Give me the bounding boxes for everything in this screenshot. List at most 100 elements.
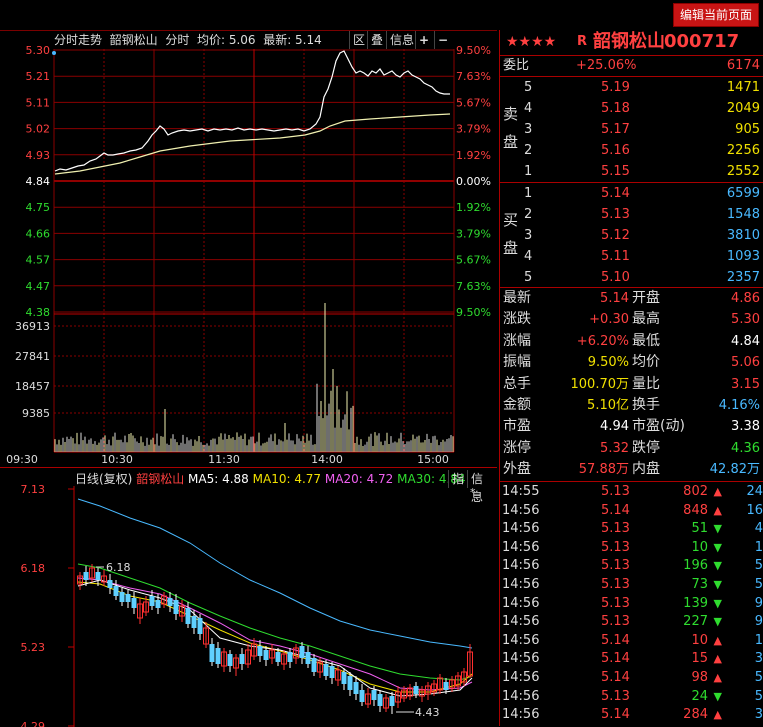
candle-body-down (173, 600, 179, 614)
tick-price: 5.13 (601, 688, 630, 704)
stat-label: 外盘 (503, 461, 531, 478)
sell-volume: 905 (735, 122, 760, 137)
tick-volume: 98 (691, 670, 708, 685)
sell-level-row: 1 5.15 2552 (500, 161, 763, 182)
weibi-label: 委比 (503, 58, 530, 73)
sell-price: 5.19 (601, 80, 630, 95)
tick-row[interactable]: 14:56 5.14 98 ▲ 5 (500, 669, 763, 687)
volume-tick-label: 36913 (15, 320, 50, 333)
zoom-out-button[interactable]: − (434, 31, 451, 49)
candle-body-up (401, 689, 407, 699)
tick-volume: 10 (691, 539, 708, 555)
intraday-mode-label: 分时 (165, 33, 190, 47)
candle-body-down (197, 618, 203, 634)
tick-volume: 15 (691, 651, 708, 667)
intraday-stock-name: 韶钢松山 (109, 33, 158, 47)
candle-body-up (437, 677, 443, 691)
candle-body-down (83, 572, 89, 580)
stat-label: 换手 (632, 397, 660, 413)
price-tick-label: 4.84 (26, 175, 51, 188)
candle-body-down (305, 652, 311, 664)
candle-body-up (245, 649, 251, 665)
candle-body-down (209, 644, 215, 662)
stat-value: 4.94 (600, 419, 629, 435)
candle-body-down (443, 682, 449, 690)
stats-row: 涨幅 +6.20% 最低 4.84 (500, 331, 763, 352)
candle-body-down (167, 598, 173, 606)
candle-body-up (461, 671, 467, 683)
edit-page-button[interactable]: 编辑当前页面 (672, 3, 759, 27)
kline-star: * (470, 486, 476, 499)
buy-level-row: 2 5.13 1548 (500, 204, 763, 225)
candle-body-up (407, 687, 413, 697)
tick-time: 14:56 (502, 707, 540, 723)
quote-panel: ★★★★ R 韶钢松山 000717 委比 +25.06% 6174 卖盘 5 5.… (499, 30, 763, 726)
ma20-line (77, 577, 473, 691)
start-marker (52, 51, 56, 55)
sell-volume: 1471 (726, 80, 760, 95)
candle-body-up (293, 647, 299, 659)
tick-time: 14:56 (502, 558, 540, 574)
ma30-line (77, 563, 473, 681)
candle-body-down (119, 592, 125, 602)
buy-volume: 2357 (726, 270, 760, 285)
weibi-diff: 6174 (726, 58, 760, 73)
pct-tick-label: 7.63% (456, 280, 491, 293)
tick-price: 5.14 (601, 707, 630, 723)
buy-volume: 1093 (726, 249, 760, 264)
tick-row[interactable]: 14:56 5.13 139 ▼ 9 (500, 595, 763, 613)
sell-volume: 2256 (726, 143, 760, 158)
stat-label: 跌停 (632, 439, 660, 456)
weibi-row: 委比 +25.06% 6174 (500, 55, 763, 76)
tick-count: 5 (754, 577, 763, 592)
indicator-button[interactable]: 指 (448, 470, 467, 488)
stat-value: 4.84 (731, 333, 760, 349)
time-tick-label: 10:30 (101, 453, 133, 466)
stat-value: 57.88万 (578, 462, 629, 478)
kline-chart[interactable]: 7.13 6.18 5.23 4.29 * 6.18 4.43 日线(复权) 韶钢松山 MA… (0, 467, 497, 727)
intraday-chart[interactable]: 5.30 9.50% 5.21 7.63% 5.11 5.67% 5.02 3.79% 4.93… (0, 30, 497, 467)
zoom-in-button[interactable]: + (415, 31, 432, 49)
qu-button[interactable]: 区 (349, 31, 368, 49)
tick-row[interactable]: 14:56 5.14 848 ▲ 16 (500, 502, 763, 520)
stats-row: 市盈 4.94 市盈(动) 3.38 (500, 416, 763, 437)
tick-row[interactable]: 14:56 5.14 284 ▲ 3 (500, 706, 763, 724)
tick-row[interactable]: 14:56 5.13 73 ▼ 5 (500, 576, 763, 594)
tick-time: 14:56 (502, 502, 540, 518)
tick-row[interactable]: 14:55 5.13 802 ▲ 24 (500, 483, 763, 501)
tick-price: 5.13 (601, 577, 630, 592)
tick-row[interactable]: 14:56 5.13 10 ▼ 1 (500, 539, 763, 557)
sell-level: 1 (524, 164, 533, 179)
sell-volume: 2049 (726, 101, 760, 116)
stat-label: 金额 (503, 397, 531, 413)
stat-value: +6.20% (576, 333, 629, 349)
stat-label: 最高 (632, 311, 660, 328)
buy-level-row: 3 5.12 3810 (500, 225, 763, 246)
intraday-avg-label: 均价: 5.06 (196, 33, 256, 47)
tick-row[interactable]: 14:56 5.14 15 ▲ 3 (500, 650, 763, 668)
tick-row[interactable]: 14:56 5.13 196 ▼ 5 (500, 557, 763, 575)
time-tick-label: 14:00 (311, 453, 343, 466)
tick-row[interactable]: 14:56 5.13 227 ▼ 9 (500, 613, 763, 631)
candle-body-up (431, 683, 437, 693)
sell-level: 4 (524, 101, 533, 116)
info-button[interactable]: 信息 (386, 31, 417, 49)
tick-row[interactable]: 14:56 5.13 51 ▼ 4 (500, 520, 763, 538)
overlay-button[interactable]: 叠 (367, 31, 386, 49)
r-badge: R (577, 34, 588, 49)
candle-body-down (329, 666, 335, 678)
up-arrow-icon: ▲ (713, 652, 722, 666)
tick-row[interactable]: 14:56 5.14 10 ▲ 1 (500, 632, 763, 650)
buy-price: 5.12 (601, 228, 630, 243)
kline-info-button[interactable]: 信息 (467, 470, 497, 504)
tick-time: 14:56 (502, 632, 540, 648)
candle-body-down (389, 696, 395, 706)
tick-row[interactable]: 14:56 5.13 24 ▼ 5 (500, 688, 763, 706)
candle-body-up (233, 657, 239, 669)
tick-volume: 10 (691, 632, 708, 648)
low-price-label: 4.43 (415, 706, 440, 719)
candle-body-down (341, 672, 347, 684)
buy-level: 5 (524, 270, 533, 285)
stat-value: 42.82万 (709, 462, 760, 478)
stat-label: 内盘 (632, 461, 660, 478)
